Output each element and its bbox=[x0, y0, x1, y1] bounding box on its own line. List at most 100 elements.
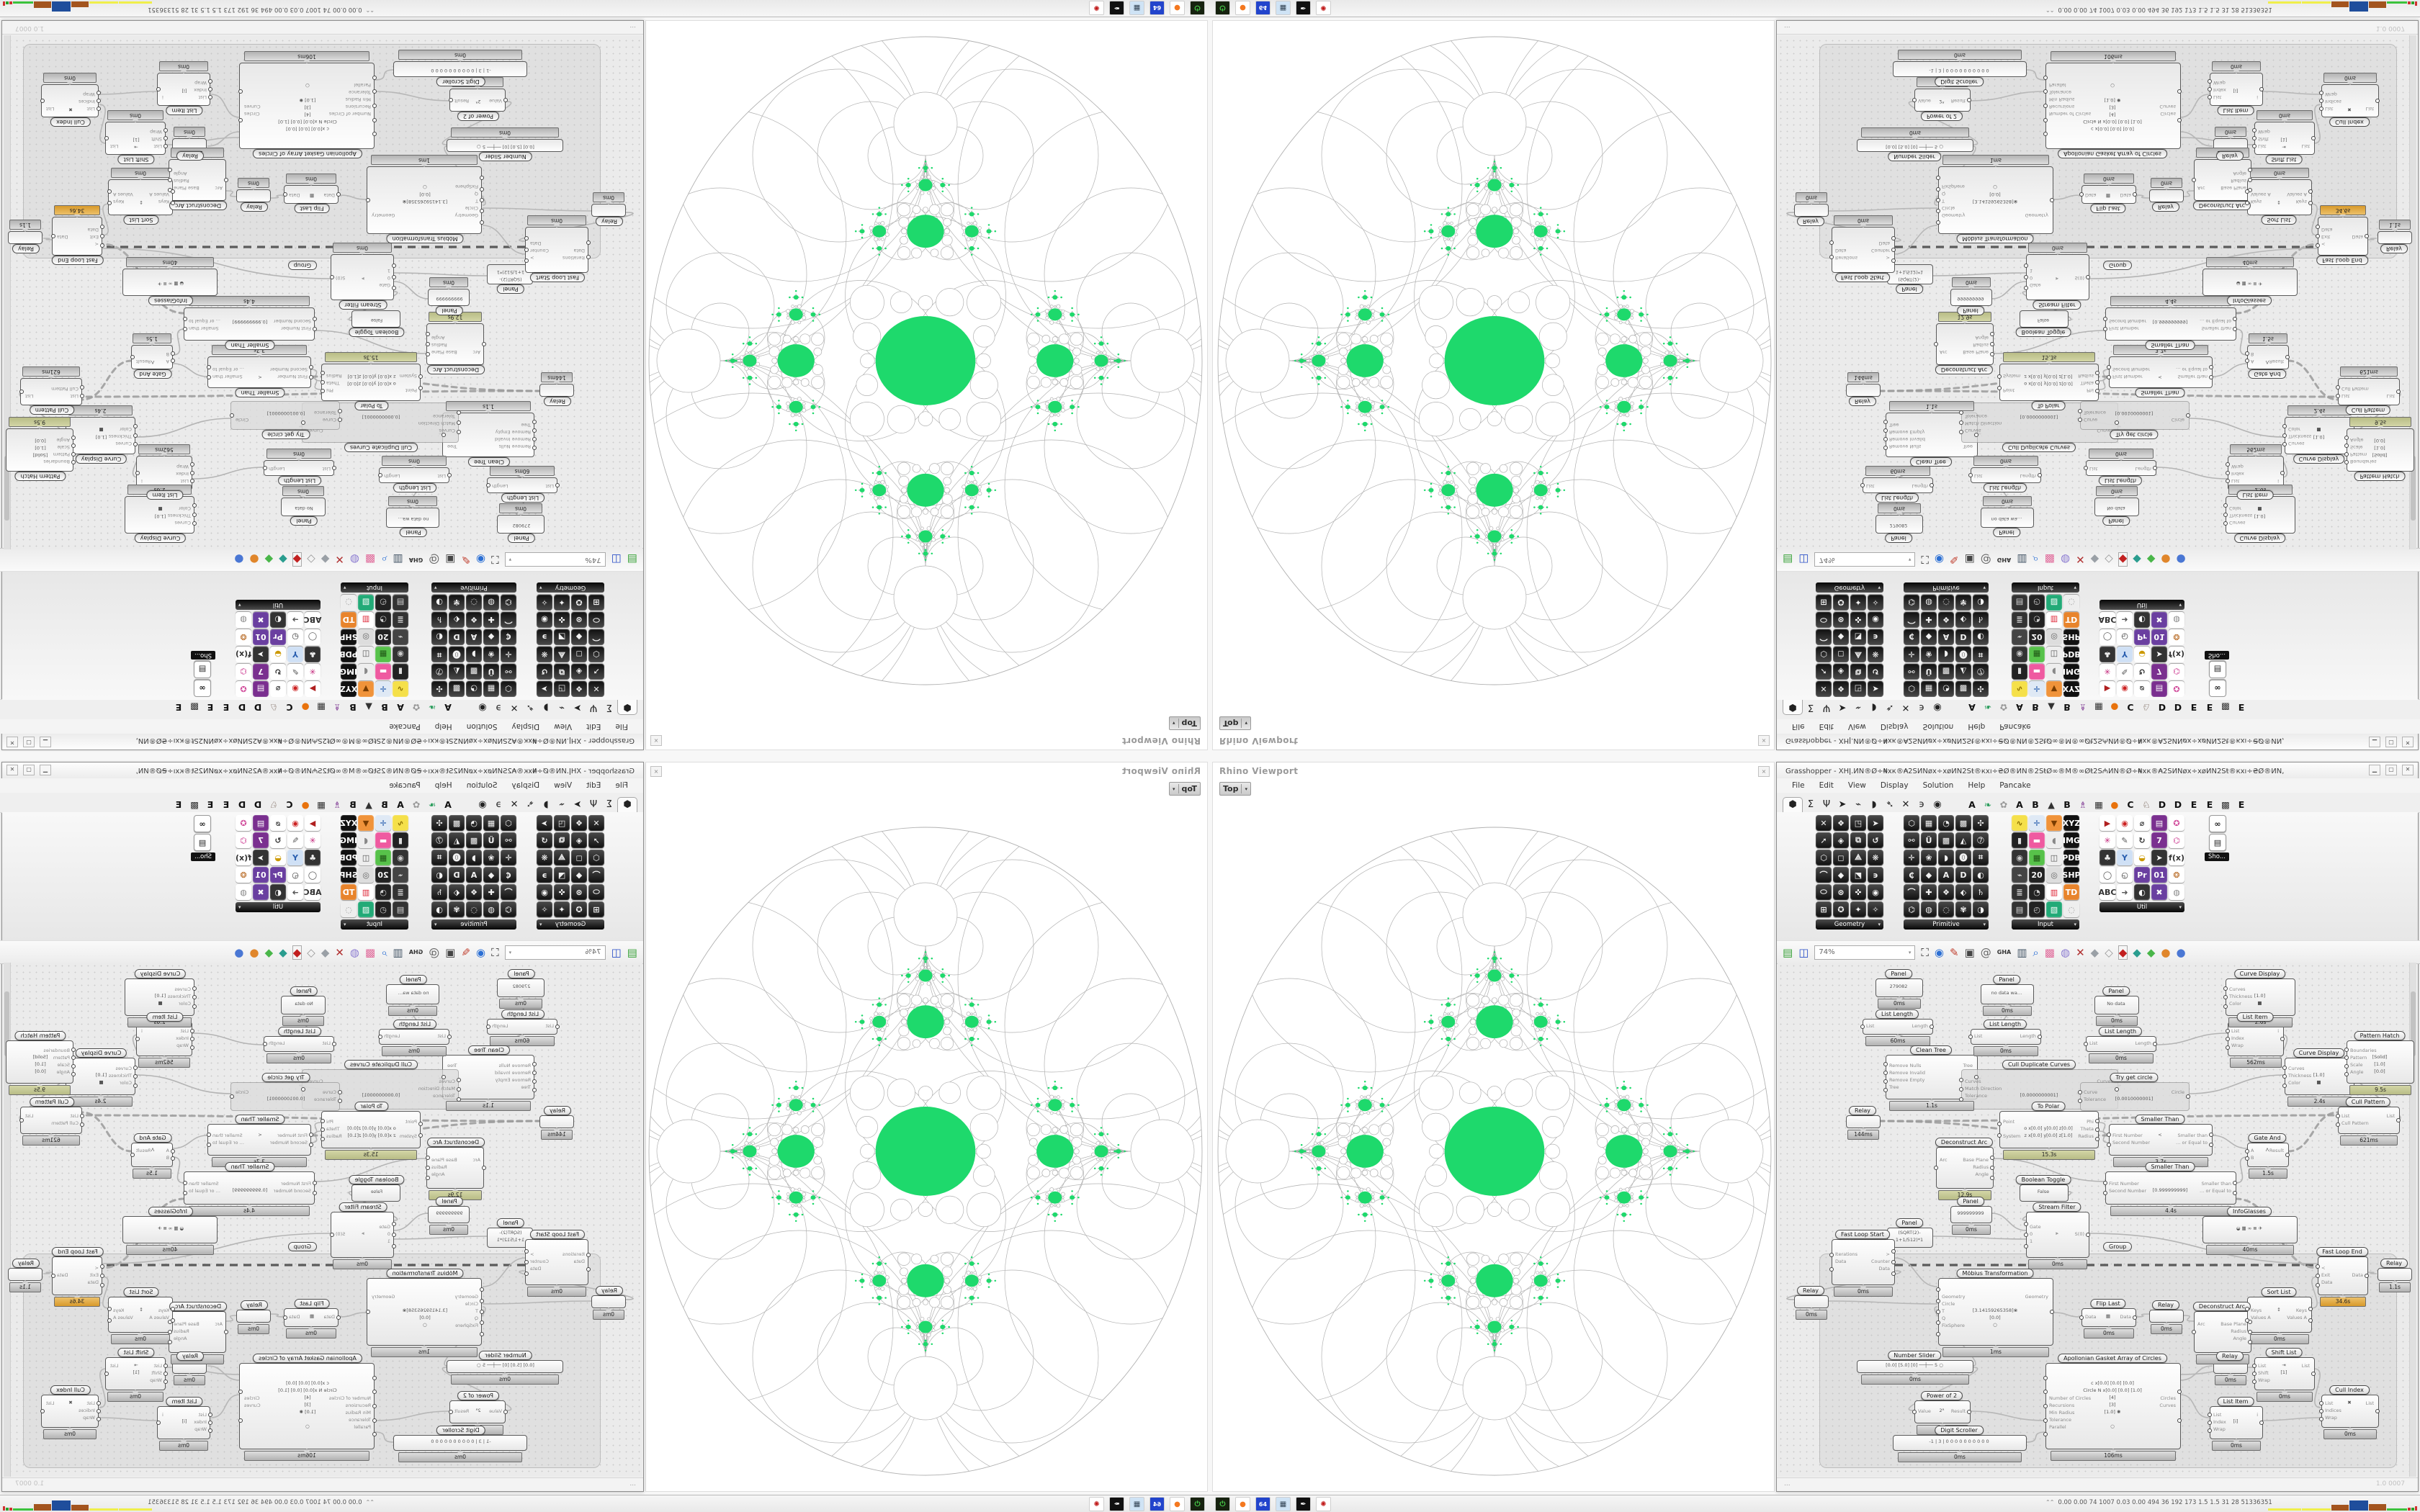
component-icon[interactable]: ⌀ bbox=[270, 815, 286, 831]
viewport-canvas[interactable] bbox=[1213, 796, 1774, 1490]
component-icon[interactable]: ₵ bbox=[1904, 629, 1919, 645]
node-title[interactable]: Panel bbox=[1885, 534, 1912, 543]
input-port[interactable] bbox=[190, 479, 194, 484]
gh-node-m-bius-transformation[interactable]: Möbius Transformation Geometry Geometry Cir… bbox=[366, 1269, 484, 1357]
component-icon[interactable]: ➤ bbox=[2151, 647, 2167, 662]
firefox-icon[interactable]: ● bbox=[1235, 1, 1250, 15]
node-title[interactable]: Relay bbox=[241, 202, 268, 212]
output-port[interactable] bbox=[2396, 1118, 2401, 1122]
gh-node-cull-index[interactable]: Cull Index List ✖ List Indices Wrap 0ms bbox=[2319, 1385, 2380, 1439]
input-port[interactable] bbox=[1883, 420, 1888, 424]
node-value[interactable]: [0.0010000001] bbox=[2115, 1096, 2154, 1102]
node-title[interactable]: Möbius Transformation bbox=[1956, 1269, 2034, 1278]
component-icon[interactable]: ▧ bbox=[2046, 901, 2062, 917]
output-port[interactable] bbox=[486, 483, 490, 487]
component-icon[interactable]: ✎ bbox=[287, 664, 303, 680]
gha-assembly-icon[interactable]: GHA bbox=[408, 557, 424, 564]
gh-node-pattern-hatch[interactable]: Pattern Hatch Boundaries Pattern [Solid] Sca… bbox=[2344, 417, 2414, 481]
component-icon[interactable]: ◫ bbox=[358, 647, 374, 662]
node-value[interactable]: [0.0] bbox=[1989, 192, 2001, 197]
gh-node-list-item[interactable]: List Item List i Index [i] Wrap 0ms bbox=[156, 61, 212, 115]
gh-node-smaller-than[interactable]: Smaller Than First Number Smaller than Seco… bbox=[183, 1162, 317, 1216]
jitter-icon[interactable]: ✕ bbox=[335, 553, 344, 567]
node-value[interactable]: 1+1/512)*1 bbox=[1895, 1237, 1924, 1243]
find-icon[interactable]: ⌕ bbox=[381, 945, 387, 959]
node-title[interactable]: Power of 2 bbox=[457, 112, 500, 121]
badge-icon[interactable]: ✺ bbox=[1316, 1497, 1331, 1511]
input-port[interactable] bbox=[192, 986, 197, 991]
plugin-tab-6[interactable]: B bbox=[349, 799, 357, 810]
input-port[interactable] bbox=[313, 316, 317, 321]
minimize-button[interactable]: ▁ bbox=[2369, 765, 2380, 775]
component-icon[interactable]: ▦ bbox=[375, 647, 391, 662]
gh-node-list-length[interactable]: List Length List Length 0ms bbox=[1968, 456, 2042, 492]
node-value[interactable]: ↕ bbox=[139, 1307, 143, 1313]
node-title[interactable]: Relay bbox=[176, 1351, 204, 1361]
node-value[interactable]: ■ bbox=[2316, 1079, 2321, 1085]
palette-expand-icon[interactable]: ▾ bbox=[539, 922, 542, 927]
input-port[interactable] bbox=[2208, 1413, 2212, 1417]
component-icon[interactable]: ϶ bbox=[1868, 629, 1883, 645]
node-title[interactable]: Smaller Than bbox=[235, 1115, 285, 1124]
node-title[interactable]: List Item bbox=[2217, 1397, 2254, 1406]
input-port[interactable] bbox=[1934, 342, 1938, 346]
input-port[interactable] bbox=[192, 1004, 197, 1009]
node-title[interactable]: Curve Display bbox=[75, 1048, 127, 1058]
input-port[interactable] bbox=[2245, 1307, 2249, 1311]
component-icon[interactable]: ▼ bbox=[358, 681, 374, 697]
definition-canvas[interactable]: Panel 279082 0ms List Length List Length 60ms C… bbox=[4, 35, 642, 549]
output-port[interactable] bbox=[2311, 136, 2316, 140]
output-port[interactable] bbox=[2177, 89, 2182, 94]
output-port[interactable] bbox=[330, 1233, 334, 1237]
output-port[interactable] bbox=[2285, 355, 2290, 359]
node-title[interactable]: Panel bbox=[1957, 306, 1984, 315]
gh-node-boolean-toggle[interactable]: Boolean Toggle False bbox=[2015, 1175, 2071, 1202]
gh-node-panel[interactable]: Panel no data wa… 0ms bbox=[1981, 975, 2034, 1016]
input-port[interactable] bbox=[2043, 1432, 2048, 1437]
node-title[interactable]: Curve Display bbox=[134, 969, 187, 978]
node-title[interactable]: Apollonian Gasket Array of Circles bbox=[2058, 149, 2167, 158]
component-icon[interactable]: ✛ bbox=[501, 647, 516, 662]
node-title[interactable]: List Item bbox=[166, 1397, 203, 1406]
component-icon[interactable]: ➚ bbox=[1816, 664, 1832, 680]
input-port[interactable] bbox=[1883, 1088, 1888, 1092]
input-port[interactable] bbox=[190, 1037, 194, 1041]
component-icon[interactable]: PDB bbox=[339, 850, 358, 865]
component-icon[interactable]: ⧉ bbox=[554, 664, 570, 680]
output-port[interactable] bbox=[107, 1307, 112, 1311]
output-port[interactable] bbox=[40, 99, 45, 103]
input-port[interactable] bbox=[2192, 178, 2196, 182]
category-tab-4-icon[interactable]: ⌁ bbox=[1855, 702, 1861, 713]
node-title[interactable]: Panel bbox=[290, 516, 318, 526]
output-port[interactable] bbox=[2396, 390, 2401, 394]
input-port[interactable] bbox=[313, 1191, 317, 1196]
save-file-icon[interactable]: ◫ bbox=[611, 553, 622, 567]
node-value[interactable]: ■ bbox=[2257, 506, 2262, 512]
input-port[interactable] bbox=[2245, 1148, 2249, 1153]
input-port[interactable] bbox=[2319, 1401, 2323, 1405]
component-icon[interactable]: ❖ bbox=[571, 681, 587, 697]
gh-node-sort-list[interactable]: Sort List Keys ↕ Keys Values A Values A 0ms bbox=[107, 168, 175, 225]
component-icon[interactable]: ✜ bbox=[554, 612, 570, 628]
node-title[interactable]: Try get circle bbox=[261, 1073, 310, 1082]
input-port[interactable] bbox=[2245, 1318, 2249, 1323]
gem-green-icon[interactable]: ◆ bbox=[264, 553, 274, 567]
node-value[interactable]: no data wa… bbox=[1991, 990, 2022, 996]
gh-node-curve-display[interactable]: Curve DisplayCurvesThickness[1.0]Color■2… bbox=[2223, 485, 2295, 543]
output-port[interactable] bbox=[168, 178, 172, 182]
component-icon[interactable]: ◐ bbox=[2134, 612, 2150, 628]
component-icon[interactable]: ✛ bbox=[2029, 681, 2045, 697]
component-icon[interactable]: ❖ bbox=[571, 815, 587, 831]
input-port[interactable] bbox=[2223, 513, 2228, 517]
jitter-icon[interactable]: ✕ bbox=[2076, 945, 2085, 959]
component-icon[interactable]: ↺ bbox=[1868, 832, 1883, 848]
input-port[interactable] bbox=[372, 1432, 377, 1437]
component-icon[interactable]: ⊞ bbox=[588, 901, 604, 917]
node-value[interactable]: ⫸ bbox=[2056, 276, 2058, 282]
canvas-zoom-select[interactable]: 74% ▾ bbox=[1814, 552, 1916, 567]
node-value[interactable]: ▦ bbox=[2105, 193, 2111, 199]
menu-edit[interactable]: Edit bbox=[1819, 781, 1834, 790]
component-icon[interactable]: ✪ bbox=[236, 681, 251, 697]
plugin-tab-0[interactable]: A bbox=[1968, 799, 1976, 810]
output-port[interactable] bbox=[207, 365, 211, 369]
